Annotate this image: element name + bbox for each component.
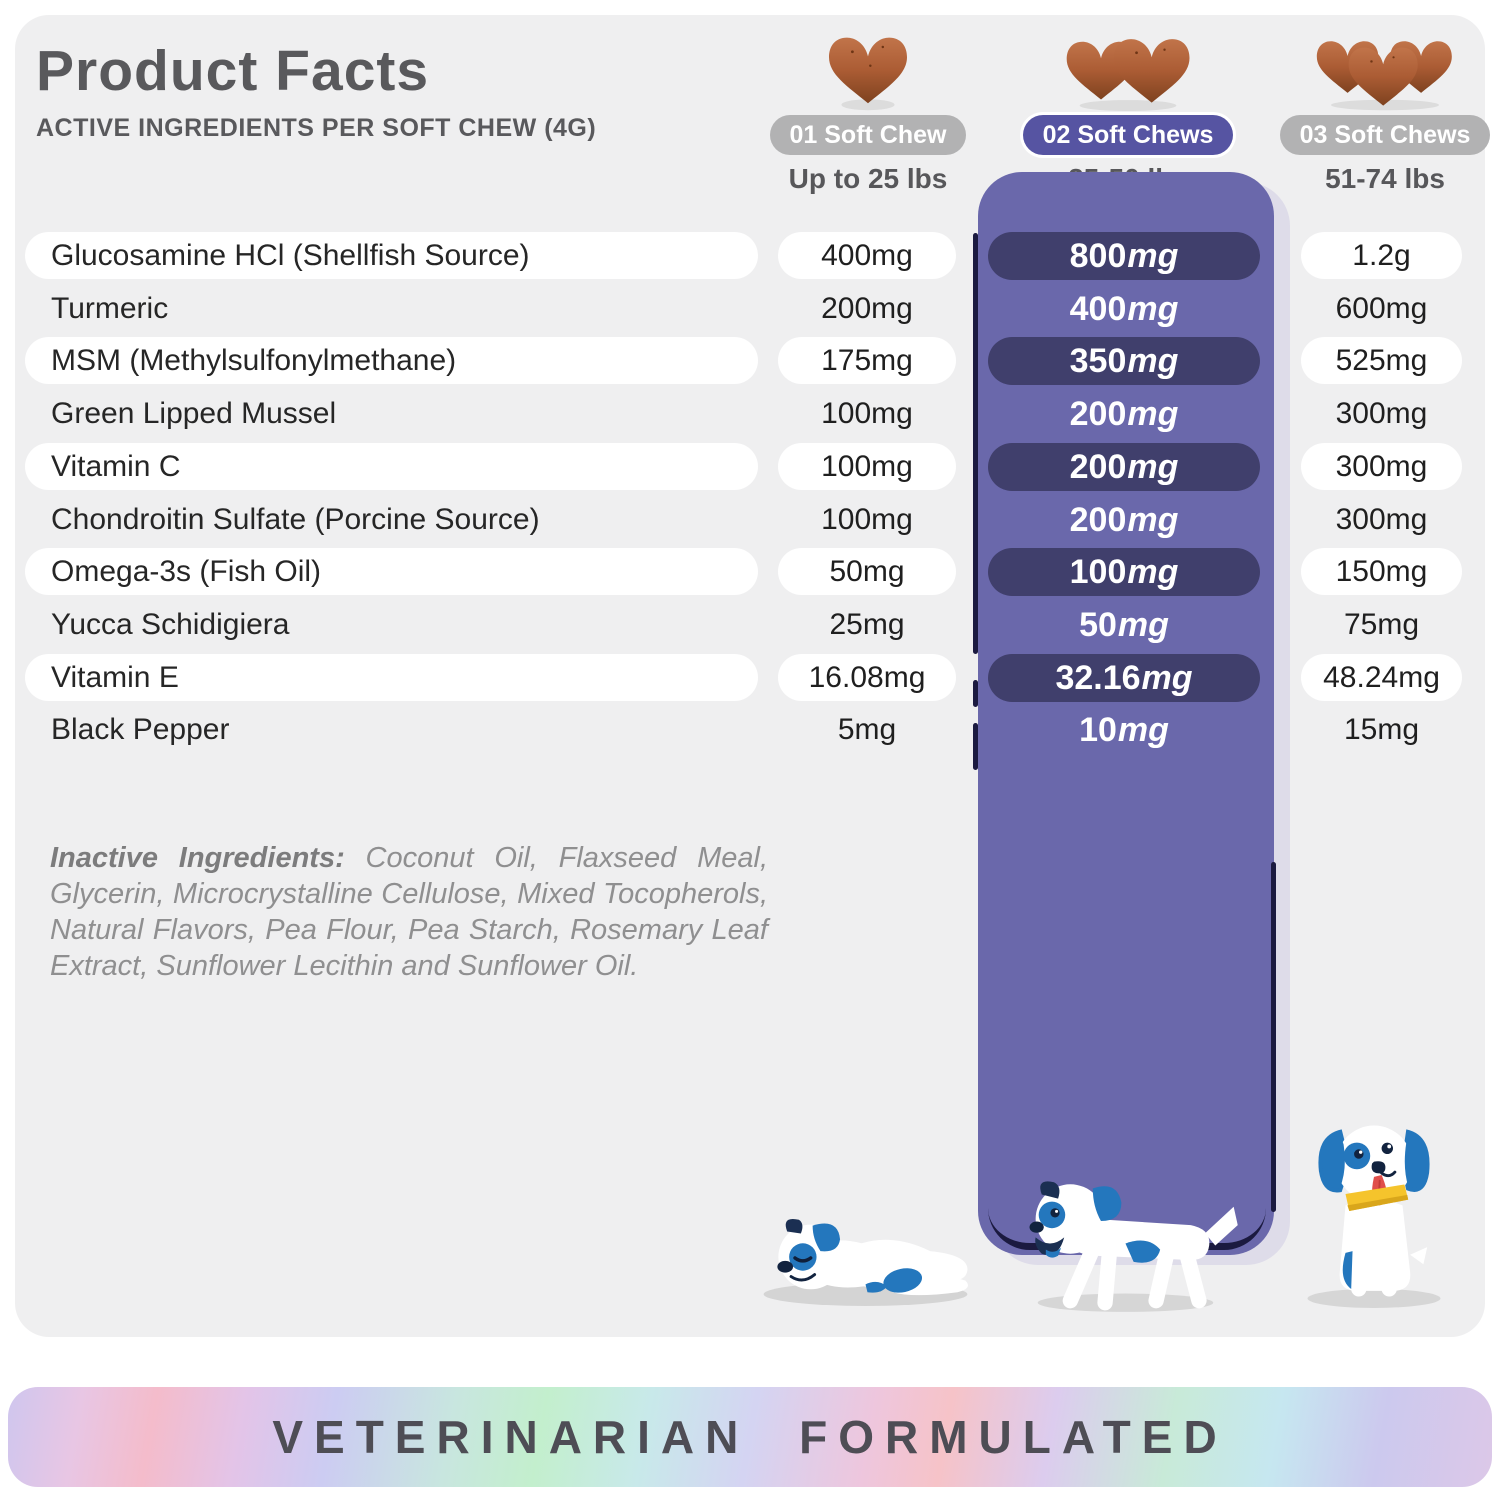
dose-2-chews: 200 mg bbox=[1069, 500, 1179, 539]
dose-1-chew: 400mg bbox=[778, 232, 956, 279]
dose-2-chews: 100 mg bbox=[988, 548, 1260, 596]
table-row: Turmeric 200mg 400 mg 600mg bbox=[25, 285, 1462, 332]
dose-1-chew: 100mg bbox=[778, 443, 956, 490]
dose-1-chew: 100mg bbox=[821, 396, 913, 430]
table-row: Green Lipped Mussel 100mg 200 mg 300mg bbox=[25, 390, 1462, 437]
dose-2-chews: 800 mg bbox=[988, 232, 1260, 280]
ingredient-name: Green Lipped Mussel bbox=[51, 396, 337, 430]
dose-1-chew: 50mg bbox=[778, 548, 956, 595]
ingredient-name: Vitamin E bbox=[25, 654, 758, 701]
dose-3-chews: 300mg bbox=[1301, 443, 1462, 490]
weight-range: 51-74 lbs bbox=[1325, 163, 1445, 194]
dose-1-chew: 100mg bbox=[821, 502, 913, 536]
tube-edge bbox=[973, 723, 978, 770]
dose-1-chew: 16.08mg bbox=[778, 654, 956, 701]
heart-chew-icon bbox=[1316, 41, 1452, 111]
page-title: Product Facts bbox=[36, 39, 430, 103]
dose-3-chews: 150mg bbox=[1301, 548, 1462, 595]
serving-badge-selected: 02 Soft Chews bbox=[1022, 115, 1234, 155]
heart-chew-icon bbox=[829, 37, 907, 111]
table-row: MSM (Methylsulfonylmethane) 175mg 350 mg … bbox=[25, 337, 1462, 385]
small-puppy-lying-illustration bbox=[763, 1218, 968, 1306]
dose-3-chews: 48.24mg bbox=[1301, 654, 1462, 701]
dose-3-chews: 15mg bbox=[1343, 712, 1420, 746]
page-subtitle: ACTIVE INGREDIENTS PER SOFT CHEW (4G) bbox=[36, 114, 597, 142]
chew-icon-group bbox=[1309, 33, 1461, 111]
dose-2-chews: 50 mg bbox=[1079, 605, 1169, 644]
dose-1-chew: 5mg bbox=[837, 712, 897, 746]
table-row: Vitamin E 16.08mg 32.16 mg 48.24mg bbox=[25, 654, 1462, 702]
table-row: Chondroitin Sulfate (Porcine Source) 100… bbox=[25, 496, 1462, 543]
inactive-ingredients: Inactive Ingredients: Coconut Oil, Flaxs… bbox=[50, 841, 768, 985]
ingredient-name: Vitamin C bbox=[25, 443, 758, 490]
chew-icon-group bbox=[822, 33, 914, 111]
dose-1-chew: 175mg bbox=[778, 337, 956, 384]
serving-badge: 03 Soft Chews bbox=[1279, 115, 1491, 155]
table-row: Vitamin C 100mg 200 mg 300mg bbox=[25, 443, 1462, 491]
dose-3-chews: 600mg bbox=[1335, 291, 1428, 325]
tube-edge bbox=[973, 680, 978, 707]
ingredient-name: Yucca Schidigiera bbox=[51, 607, 290, 641]
table-row: Omega-3s (Fish Oil) 50mg 100 mg 150mg bbox=[25, 548, 1462, 596]
ingredient-name: Glucosamine HCl (Shellfish Source) bbox=[25, 232, 758, 279]
dose-1-chew: 200mg bbox=[821, 291, 913, 325]
dose-3-chews: 1.2g bbox=[1301, 232, 1462, 279]
ingredient-name: Black Pepper bbox=[51, 712, 230, 746]
ingredient-name: MSM (Methylsulfonylmethane) bbox=[25, 337, 758, 384]
dose-3-chews: 300mg bbox=[1335, 396, 1428, 430]
ingredient-name: Omega-3s (Fish Oil) bbox=[25, 548, 758, 595]
inactive-ingredients-text: Coconut Oil, Flaxseed Meal, Glycerin, Mi… bbox=[50, 842, 769, 982]
heart-chew-icon bbox=[1066, 39, 1190, 111]
inactive-ingredients-label: Inactive Ingredients: bbox=[50, 842, 345, 874]
table-row: Black Pepper 5mg 10 mg 15mg bbox=[25, 706, 1462, 753]
tube-edge bbox=[973, 233, 978, 654]
dose-3-chews: 525mg bbox=[1301, 337, 1462, 384]
table-row: Glucosamine HCl (Shellfish Source) 400mg… bbox=[25, 232, 1462, 280]
ingredient-name: Turmeric bbox=[51, 291, 169, 325]
table-row: Yucca Schidigiera 25mg 50 mg 75mg bbox=[25, 601, 1462, 648]
banner-text: VETERINARIAN FORMULATED bbox=[272, 1411, 1228, 1463]
weight-range: Up to 25 lbs bbox=[788, 163, 948, 194]
dose-2-chews: 400 mg bbox=[1069, 289, 1179, 328]
medium-dog-walking-illustration bbox=[1029, 1181, 1238, 1312]
dose-3-chews: 300mg bbox=[1335, 502, 1428, 536]
column-header-1-chew: 01 Soft Chew Up to 25 lbs bbox=[748, 33, 988, 195]
dose-2-chews: 350 mg bbox=[988, 337, 1260, 385]
dose-2-chews: 32.16 mg bbox=[988, 654, 1260, 702]
header: Product Facts ACTIVE INGREDIENTS PER SOF… bbox=[36, 38, 596, 143]
serving-badge: 01 Soft Chew bbox=[769, 115, 967, 155]
tube-edge bbox=[1271, 862, 1276, 1212]
large-dog-sitting-illustration bbox=[1307, 1125, 1441, 1308]
dose-2-chews: 10 mg bbox=[1079, 710, 1169, 749]
dose-2-chews: 200 mg bbox=[1069, 394, 1179, 433]
ingredient-name: Chondroitin Sulfate (Porcine Source) bbox=[51, 502, 540, 536]
dose-3-chews: 75mg bbox=[1343, 607, 1420, 641]
column-header-3-chews: 03 Soft Chews 51-74 lbs bbox=[1265, 33, 1500, 195]
chew-icon-group bbox=[1060, 33, 1196, 111]
column-header-2-chews: 02 Soft Chews 25-50 lbs bbox=[1008, 33, 1248, 195]
dose-1-chew: 25mg bbox=[829, 607, 905, 641]
dose-2-chews: 200 mg bbox=[988, 443, 1260, 491]
veterinarian-formulated-banner: VETERINARIAN FORMULATED bbox=[8, 1387, 1492, 1487]
